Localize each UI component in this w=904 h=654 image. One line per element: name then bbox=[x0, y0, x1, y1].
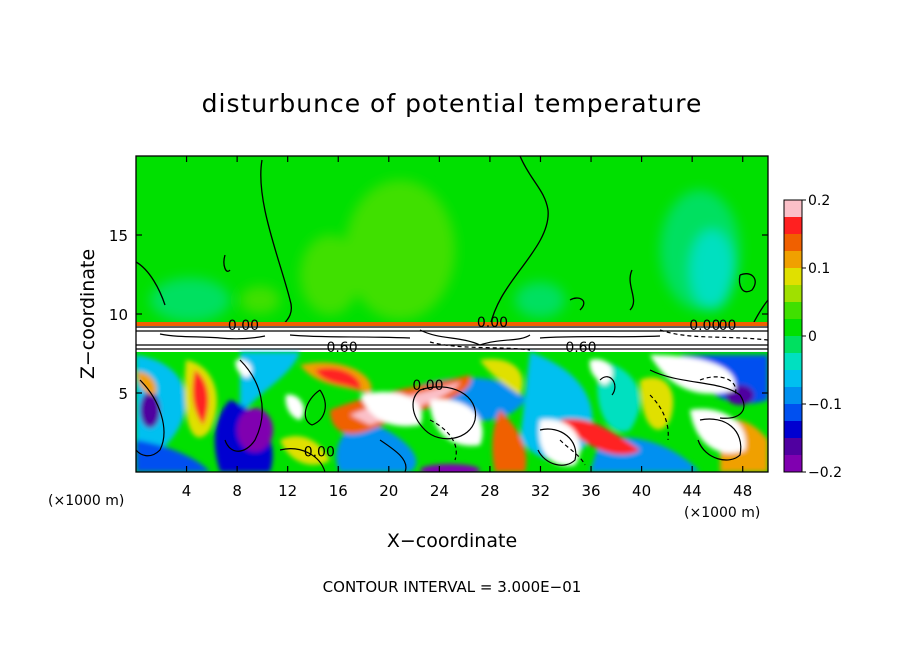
contour-label: 0.00 bbox=[689, 318, 720, 334]
lower-contours bbox=[136, 359, 745, 472]
colorbar-swatch bbox=[784, 370, 802, 388]
colorbar-swatch bbox=[784, 285, 802, 303]
x-tick-label: 8 bbox=[232, 482, 242, 500]
x-tick-label: 12 bbox=[278, 482, 297, 500]
x-axis-title: X−coordinate bbox=[387, 530, 517, 552]
colorbar-swatch bbox=[784, 234, 802, 252]
x-tick-label: 16 bbox=[329, 482, 348, 500]
colorbar-swatch bbox=[784, 268, 802, 286]
colorbar-tick-label: 0.1 bbox=[808, 261, 830, 277]
chart-title: disturbunce of potential temperature bbox=[202, 89, 703, 118]
x-tick-label: 44 bbox=[683, 482, 702, 500]
colorbar-swatch bbox=[784, 251, 802, 269]
inversion-contours bbox=[136, 326, 768, 351]
colorbar-swatch bbox=[784, 319, 802, 337]
contour-label: 00 bbox=[719, 318, 737, 334]
y-axis-title: Z−coordinate bbox=[77, 249, 99, 379]
tropopause-band bbox=[136, 322, 768, 326]
contour-label: 0.00 bbox=[477, 315, 508, 331]
x-unit-label-right: (×1000 m) bbox=[684, 505, 760, 521]
colorbar-tick-label: −0.1 bbox=[808, 397, 842, 413]
colorbar-tick-label: 0.2 bbox=[808, 193, 830, 209]
colorbar-tick-label: −0.2 bbox=[808, 465, 842, 481]
upper-anomalies bbox=[150, 180, 740, 322]
x-tick-label: 4 bbox=[182, 482, 192, 500]
contour-label: 0.60 bbox=[326, 340, 357, 356]
y-axis-ticks: 5 10 15 bbox=[109, 227, 768, 403]
x-tick-label: 48 bbox=[733, 482, 752, 500]
x-tick-label: 40 bbox=[632, 482, 651, 500]
plot-area bbox=[136, 156, 768, 472]
colorbar-swatch bbox=[784, 353, 802, 371]
contour-label: 0.00 bbox=[304, 444, 335, 460]
lower-anomalies bbox=[136, 352, 768, 472]
contour-label: 0.00 bbox=[412, 378, 443, 394]
colorbar-swatch bbox=[784, 302, 802, 320]
y-tick-label: 15 bbox=[109, 227, 128, 245]
colorbar-tick-label: 0 bbox=[808, 329, 817, 345]
y-tick-label: 5 bbox=[118, 385, 128, 403]
x-axis-ticks: 4 8 12 16 20 24 28 32 36 40 44 48 bbox=[182, 156, 752, 500]
x-tick-label: 32 bbox=[531, 482, 550, 500]
colorbar-swatch bbox=[784, 404, 802, 422]
x-tick-label: 20 bbox=[379, 482, 398, 500]
colorbar bbox=[783, 199, 803, 473]
colorbar-swatch bbox=[784, 200, 802, 218]
colorbar-swatch bbox=[784, 336, 802, 354]
y-tick-label: 10 bbox=[109, 306, 128, 324]
contour-label: 0.00 bbox=[228, 318, 259, 334]
contour-label: 0.60 bbox=[565, 340, 596, 356]
contour-interval-note: CONTOUR INTERVAL = 3.000E−01 bbox=[323, 578, 582, 596]
colorbar-swatch bbox=[784, 387, 802, 405]
colorbar-swatch bbox=[784, 217, 802, 235]
x-unit-label: (×1000 m) bbox=[48, 493, 124, 509]
x-tick-label: 36 bbox=[581, 482, 600, 500]
colorbar-swatch bbox=[784, 421, 802, 439]
x-tick-label: 28 bbox=[480, 482, 499, 500]
colorbar-swatch bbox=[784, 438, 802, 456]
upper-contours bbox=[136, 156, 768, 327]
colorbar-swatch bbox=[784, 455, 802, 473]
x-tick-label: 24 bbox=[430, 482, 449, 500]
colorbar-ticks: 0.2 0.1 0 −0.1 −0.2 bbox=[802, 193, 842, 481]
